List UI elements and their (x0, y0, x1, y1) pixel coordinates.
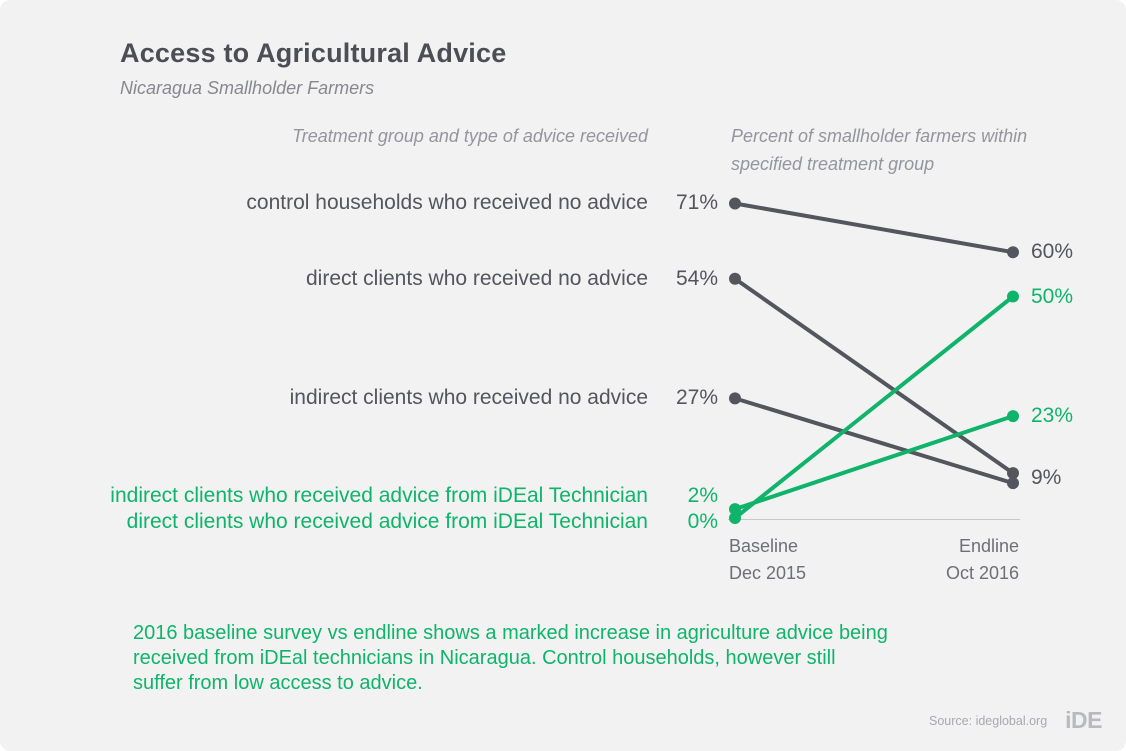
series-row: control households who received no advic… (0, 189, 718, 217)
baseline-data-point (729, 512, 741, 524)
baseline-value-label: 2% (687, 484, 718, 508)
column-header-percent: Percent of smallholder farmers within sp… (731, 126, 1028, 174)
slope-line (733, 277, 1015, 475)
slope-line (734, 414, 1014, 512)
ide-logo: iDE (1065, 707, 1102, 733)
x-tick-endline-label: Endline (958, 536, 1019, 556)
baseline-data-point (729, 392, 741, 405)
column-header-treatment-group: Treatment group and type of advice recei… (292, 126, 648, 146)
x-tick-baseline-sublabel: Dec 2015 (729, 563, 807, 583)
source-text: Source: ideglobal.org (929, 713, 1048, 728)
endline-value-label: 9% (1031, 466, 1062, 490)
slope-line (734, 201, 1014, 255)
page-title: Access to Agricultural Advice (120, 38, 507, 68)
baseline-data-point (729, 272, 741, 285)
footer: Source: ideglobal.org iDE (929, 707, 1102, 734)
endline-data-point (1007, 467, 1019, 480)
endline-data-point (1007, 246, 1019, 259)
series-row: direct clients who received no advice 54% (0, 265, 718, 293)
endline-value-label: 23% (1031, 404, 1074, 428)
x-tick-endline-sublabel: Oct 2016 (945, 563, 1019, 583)
baseline-value-label: 71% (675, 191, 718, 215)
baseline-data-point (729, 503, 741, 516)
x-tick-endline: Endline Oct 2016 (946, 533, 1019, 587)
page-subtitle: Nicaragua Smallholder Farmers (120, 78, 375, 98)
series-label: indirect clients who received advice fro… (110, 484, 648, 508)
slope-chart (728, 197, 1020, 524)
endline-data-point (1007, 477, 1019, 490)
x-tick-baseline: Baseline Dec 2015 (729, 533, 806, 587)
caption-text: 2016 baseline survey vs endline shows a … (133, 622, 888, 694)
series-row: direct clients who received advice from … (0, 508, 718, 536)
series-row: indirect clients who received advice fro… (0, 482, 718, 510)
baseline-data-point (729, 197, 741, 210)
series-label: direct clients who received no advice (305, 266, 648, 290)
baseline-value-label: 0% (687, 510, 718, 533)
baseline-value-label: 27% (675, 386, 718, 410)
endline-data-point (1007, 290, 1019, 303)
series-row: indirect clients who received no advice 2… (0, 384, 718, 412)
endline-value-label: 60% (1031, 240, 1074, 264)
slope-line (733, 294, 1015, 520)
series-label: indirect clients who received no advice (289, 386, 648, 410)
baseline-value-label: 54% (675, 266, 718, 290)
slope-line (734, 396, 1014, 486)
series-label: direct clients who received advice from … (126, 510, 648, 533)
series-label: control households who received no advic… (246, 191, 648, 215)
endline-value-label: 50% (1031, 284, 1074, 308)
endline-data-point (1007, 410, 1019, 423)
x-tick-baseline-label: Baseline (729, 536, 799, 556)
